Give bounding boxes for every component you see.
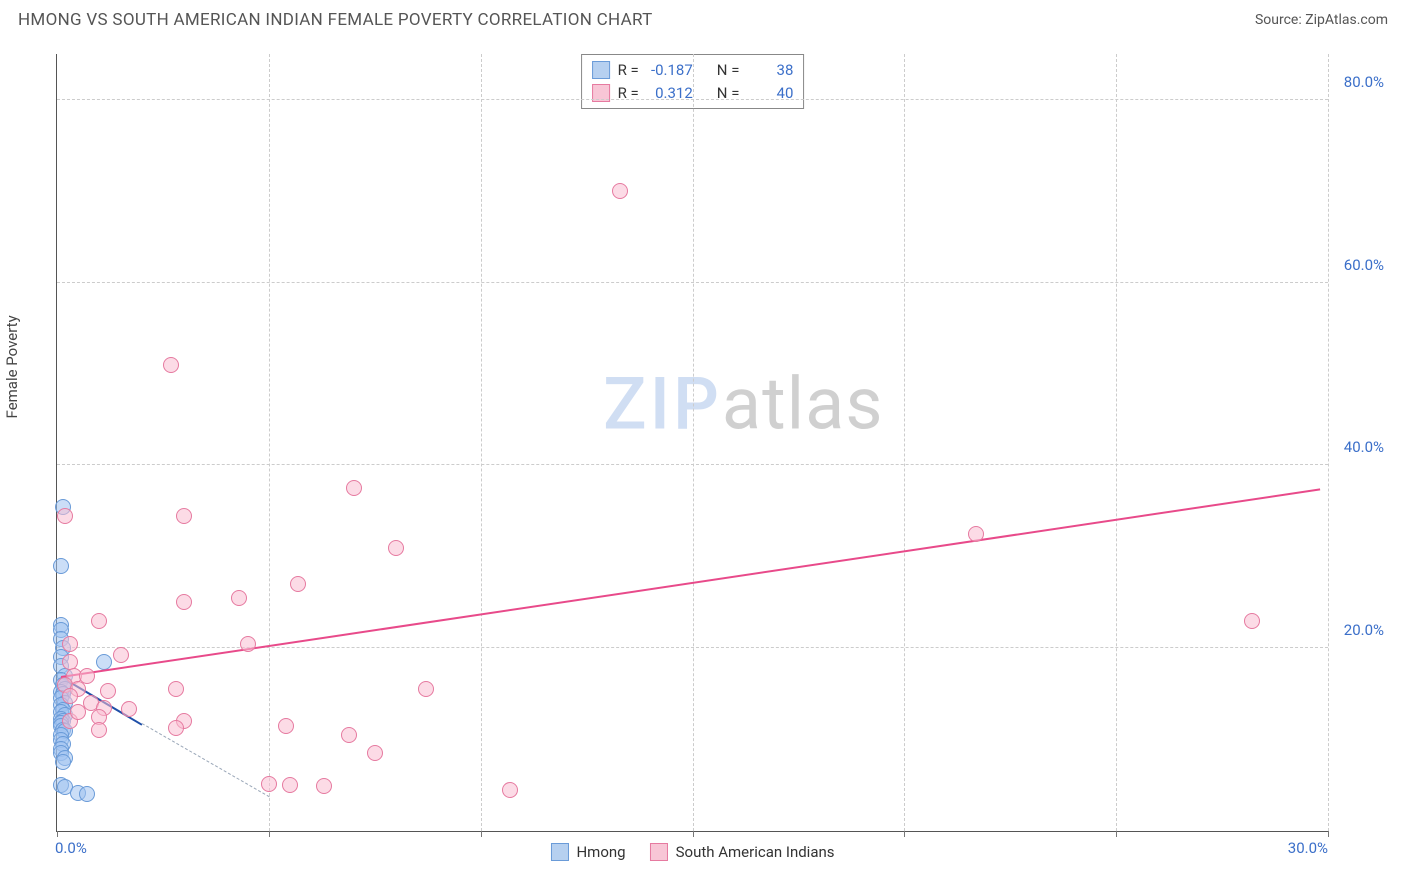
gridline-v [1328,54,1329,831]
n-value-hmong: 38 [747,59,793,82]
data-point [1244,613,1260,629]
chart-title: HMONG VS SOUTH AMERICAN INDIAN FEMALE PO… [18,10,653,30]
bottom-legend: Hmong South American Indians [550,843,834,861]
watermark-zip: ZIP [603,361,722,446]
data-point [290,576,306,592]
legend-label-sai: South American Indians [676,843,835,861]
data-point [367,745,383,761]
legend-item-sai: South American Indians [650,843,835,861]
xtick-mark [1116,831,1117,837]
swatch-sai-bottom [650,843,668,861]
data-point [168,720,184,736]
r-label: R = [618,59,639,82]
data-point [62,636,78,652]
ytick-label: 80.0% [1330,73,1384,91]
ytick-label: 20.0% [1330,621,1384,639]
data-point [91,613,107,629]
data-point [53,558,69,574]
gridline-v [1116,54,1117,831]
data-point [163,357,179,373]
r-value-hmong: -0.187 [647,59,693,82]
data-point [91,722,107,738]
xtick-mark [57,831,58,837]
data-point [261,776,277,792]
source-attribution: Source: ZipAtlas.com [1255,12,1388,28]
xtick-mark [904,831,905,837]
legend-label-hmong: Hmong [576,843,625,861]
data-point [176,594,192,610]
y-axis-label: Female Poverty [3,315,21,418]
r-value-sai: 0.312 [647,82,693,105]
data-point [96,654,112,670]
data-point [57,508,73,524]
data-point [418,681,434,697]
xtick-mark [1328,831,1329,837]
data-point [282,777,298,793]
data-point [316,778,332,794]
xtick-label: 0.0% [55,839,87,857]
data-point [55,754,71,770]
header: HMONG VS SOUTH AMERICAN INDIAN FEMALE PO… [0,0,1406,36]
plot-area: ZIPatlas R = -0.187 N = 38 R = 0.312 N =… [56,54,1328,832]
data-point [79,786,95,802]
data-point [612,183,628,199]
watermark-atlas: atlas [722,361,884,446]
xtick-mark [269,831,270,837]
data-point [502,782,518,798]
data-point [231,590,247,606]
data-point [341,727,357,743]
xtick-label: 30.0% [1288,839,1328,857]
gridline-v [269,54,270,831]
watermark: ZIPatlas [603,361,883,446]
data-point [70,704,86,720]
chart-container: Female Poverty ZIPatlas R = -0.187 N = 3… [18,40,1388,882]
data-point [100,683,116,699]
r-label-2: R = [618,82,639,105]
data-point [168,681,184,697]
swatch-hmong-bottom [550,843,568,861]
gridline-v [481,54,482,831]
n-label: N = [717,59,740,82]
ytick-label: 60.0% [1330,256,1384,274]
swatch-hmong [592,61,610,79]
data-point [278,718,294,734]
data-point [346,480,362,496]
data-point [113,647,129,663]
trend-line [141,723,269,797]
ytick-label: 40.0% [1330,438,1384,456]
gridline-v [693,54,694,831]
n-label-2: N = [717,82,740,105]
data-point [62,688,78,704]
data-point [968,526,984,542]
xtick-mark [693,831,694,837]
n-value-sai: 40 [747,82,793,105]
xtick-mark [481,831,482,837]
legend-item-hmong: Hmong [550,843,625,861]
data-point [240,636,256,652]
data-point [388,540,404,556]
data-point [121,701,137,717]
data-point [176,508,192,524]
gridline-v [904,54,905,831]
